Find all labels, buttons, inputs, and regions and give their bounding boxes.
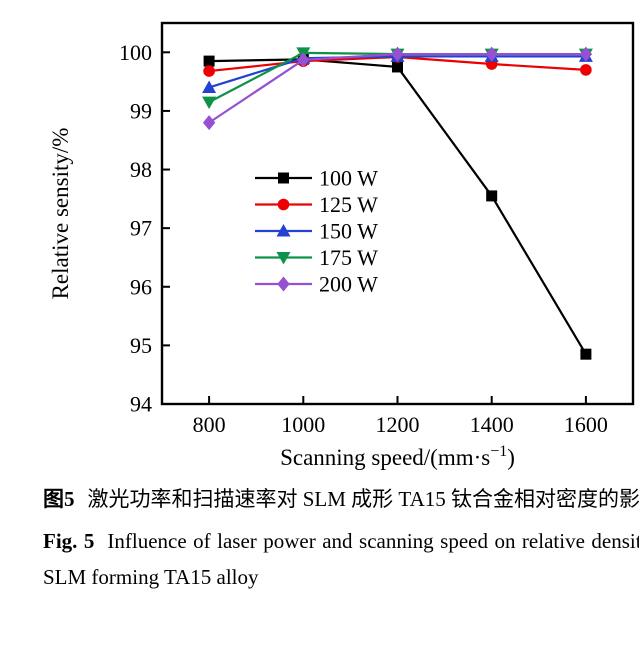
series-100-W [204, 54, 592, 360]
square-marker [486, 190, 497, 201]
diamond-marker [277, 277, 289, 292]
triangle-down-marker [202, 97, 216, 110]
legend-item-150-W: 150 W [255, 219, 378, 244]
circle-marker [278, 199, 290, 211]
circle-marker [203, 65, 215, 77]
y-tick-label: 94 [130, 392, 152, 417]
legend-label: 100 W [319, 166, 378, 191]
legend-item-125-W: 125 W [255, 192, 378, 217]
y-tick-label: 97 [130, 216, 152, 241]
legend-item-200-W: 200 W [255, 272, 378, 297]
x-axis: 800 1000 1200 1400 1600 [193, 396, 608, 437]
x-axis-title: Scanning speed/(mm·s−1) [280, 443, 515, 470]
caption-chinese: 图5 激光功率和扫描速率对 SLM 成形 TA15 钛合金相对密度的影响 [43, 481, 639, 517]
figure-caption: 图5 激光功率和扫描速率对 SLM 成形 TA15 钛合金相对密度的影响 Fig.… [40, 481, 639, 595]
legend-label: 125 W [319, 192, 378, 217]
x-tick-label: 1400 [470, 412, 514, 437]
x-tick-label: 1200 [376, 412, 420, 437]
legend-label: 150 W [319, 219, 378, 244]
caption-zh-text: 激光功率和扫描速率对 SLM 成形 TA15 钛合金相对密度的影响 [88, 487, 639, 511]
y-tick-label: 95 [130, 333, 152, 358]
y-tick-label: 98 [130, 157, 152, 182]
legend-label: 200 W [319, 272, 378, 297]
chart-area: 94 95 96 97 98 99 100 800 1000 1200 1400 1600 Relati… [40, 16, 639, 475]
square-marker [278, 173, 289, 184]
square-marker [204, 56, 215, 67]
square-marker [580, 349, 591, 360]
series-line [209, 59, 586, 354]
caption-en-text: Influence of laser power and scanning sp… [43, 529, 639, 589]
y-tick-label: 96 [130, 274, 152, 299]
figure-5: 94 95 96 97 98 99 100 800 1000 1200 1400 1600 Relati… [40, 16, 639, 640]
legend-label: 175 W [319, 245, 378, 270]
x-tick-label: 800 [193, 412, 226, 437]
caption-en-label: Fig. 5 [43, 529, 94, 553]
x-tick-label: 1000 [281, 412, 325, 437]
circle-marker [580, 64, 592, 76]
legend-item-100-W: 100 W [255, 166, 378, 191]
y-axis-title: Relative sensity/% [48, 128, 73, 300]
diamond-marker [203, 115, 215, 130]
y-tick-label: 99 [130, 98, 152, 123]
caption-zh-label: 图5 [43, 487, 75, 511]
x-tick-label: 1600 [564, 412, 608, 437]
line-chart: 94 95 96 97 98 99 100 800 1000 1200 1400 1600 Relati… [40, 16, 639, 475]
legend-item-175-W: 175 W [255, 245, 378, 270]
y-tick-label: 100 [119, 40, 152, 65]
square-marker [392, 61, 403, 72]
